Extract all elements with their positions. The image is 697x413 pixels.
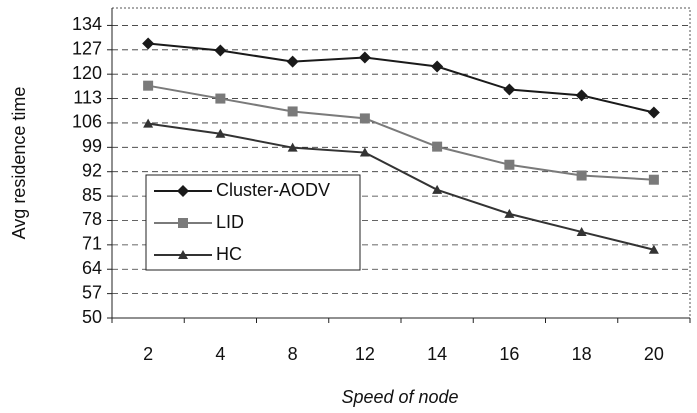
- x-tick-label: 4: [215, 344, 225, 364]
- x-axis-label: Speed of node: [341, 387, 458, 407]
- marker: [358, 51, 371, 64]
- marker: [576, 170, 587, 181]
- marker: [576, 226, 587, 236]
- y-tick-label: 57: [82, 282, 102, 302]
- y-tick-label: 92: [82, 160, 102, 180]
- x-tick-label: 18: [572, 344, 592, 364]
- series-line: [147, 84, 654, 181]
- marker: [503, 83, 516, 96]
- marker: [286, 55, 299, 68]
- x-tick-label: 12: [355, 344, 375, 364]
- series-line: [148, 42, 655, 114]
- y-tick-label: 64: [82, 258, 102, 278]
- y-tick-label: 106: [72, 112, 102, 132]
- plot-border: [111, 7, 691, 319]
- y-tick-label: 113: [73, 87, 102, 107]
- marker: [504, 208, 515, 218]
- legend-label: HC: [216, 244, 242, 264]
- x-tick-label: 16: [499, 344, 519, 364]
- marker: [143, 80, 154, 91]
- y-tick-label: 78: [82, 209, 102, 229]
- marker: [215, 93, 226, 104]
- x-tick-label: 14: [427, 344, 447, 364]
- marker: [575, 89, 588, 102]
- x-tick-label: 2: [143, 344, 153, 364]
- marker: [177, 185, 189, 197]
- legend-label: Cluster-AODV: [216, 180, 330, 200]
- marker: [215, 128, 226, 138]
- marker: [178, 250, 188, 259]
- marker: [143, 118, 154, 128]
- marker: [504, 159, 515, 170]
- y-tick-label: 120: [72, 63, 102, 83]
- x-tick-label: 8: [288, 344, 298, 364]
- marker: [647, 106, 660, 119]
- marker: [359, 147, 370, 157]
- marker: [142, 37, 155, 50]
- marker: [431, 60, 444, 73]
- marker: [178, 218, 188, 228]
- y-tick-label: 127: [72, 39, 102, 59]
- y-tick-label: 71: [82, 234, 102, 254]
- y-tick-label: 85: [82, 185, 102, 205]
- marker: [648, 174, 659, 185]
- y-tick-label: 134: [72, 14, 102, 34]
- x-tick-label: 20: [644, 344, 664, 364]
- marker: [214, 44, 227, 57]
- legend-label: LID: [216, 212, 244, 232]
- marker: [287, 106, 298, 117]
- y-tick-label: 99: [82, 136, 102, 156]
- marker: [287, 142, 298, 152]
- y-tick-label: 50: [82, 307, 102, 327]
- marker: [432, 184, 443, 194]
- marker: [359, 113, 370, 124]
- series-line: [147, 122, 655, 251]
- marker: [432, 141, 443, 152]
- marker: [648, 244, 659, 254]
- y-axis-label: Avg residence time: [9, 87, 29, 240]
